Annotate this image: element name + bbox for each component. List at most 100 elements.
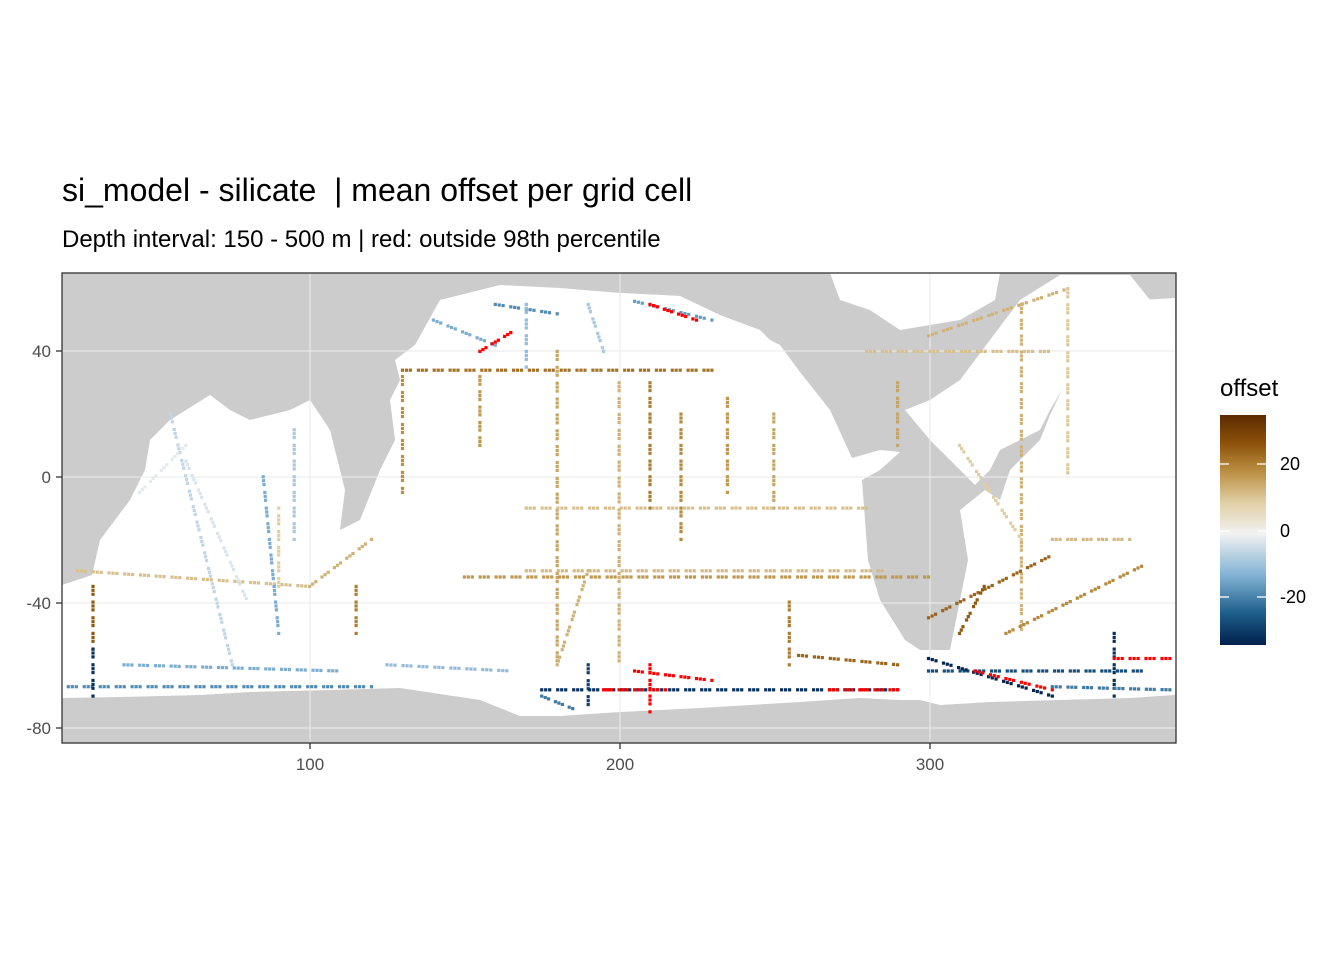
offset-cell [991, 349, 995, 353]
offset-cell [980, 588, 985, 592]
offset-cell [86, 685, 90, 689]
offset-cell [202, 685, 206, 689]
offset-cell [1101, 686, 1105, 690]
offset-cell [150, 685, 154, 689]
offset-cell [159, 468, 163, 472]
offset-cell [780, 569, 784, 573]
offset-cell [548, 688, 552, 692]
offset-cell [756, 569, 760, 573]
offset-cell [95, 570, 99, 574]
offset-cell [91, 651, 95, 655]
offset-cell [1082, 592, 1087, 597]
offset-cell [746, 506, 750, 510]
offset-cell [170, 420, 174, 424]
offset-cell [290, 685, 294, 689]
offset-cell [187, 466, 191, 470]
offset-cell [1019, 449, 1023, 453]
offset-cell [627, 506, 631, 510]
offset-cell [417, 664, 421, 668]
offset-cell [710, 368, 714, 372]
offset-cell [1066, 431, 1070, 435]
offset-cell [400, 438, 405, 443]
offset-cell [205, 665, 209, 669]
offset-cell [91, 663, 95, 667]
offset-cell [926, 656, 931, 661]
offset-cell [264, 498, 268, 502]
offset-cell [1011, 573, 1015, 577]
offset-cell [555, 619, 559, 623]
offset-cell [555, 528, 559, 532]
offset-cell [740, 575, 744, 579]
offset-cell [209, 665, 213, 669]
outlier-cell [835, 688, 839, 692]
offset-cell [899, 575, 903, 579]
offset-cell [292, 498, 296, 502]
offset-cell [201, 577, 205, 581]
offset-cell [226, 647, 231, 651]
offset-cell [645, 575, 649, 579]
offset-cell [692, 569, 696, 573]
offset-cell [1112, 651, 1116, 655]
offset-cell [277, 530, 281, 534]
offset-cell [193, 481, 197, 485]
offset-cell [725, 467, 729, 471]
offset-cell [617, 436, 621, 440]
offset-cell [928, 349, 932, 353]
offset-cell [772, 688, 776, 692]
offset-cell [972, 318, 976, 323]
offset-cell [184, 474, 188, 478]
offset-cell [215, 601, 219, 605]
offset-cell [449, 666, 453, 670]
offset-cell [1019, 497, 1023, 501]
offset-cell [335, 563, 340, 567]
offset-cell [1019, 390, 1023, 394]
offset-cell [369, 685, 374, 689]
offset-cell [768, 569, 772, 573]
offset-cell [1019, 413, 1023, 417]
offset-cell [617, 500, 621, 504]
offset-cell [617, 389, 621, 393]
offset-cell [524, 342, 528, 346]
offset-cell [1035, 689, 1039, 694]
offset-cell [973, 601, 977, 605]
offset-cell [679, 451, 683, 455]
offset-cell [884, 349, 888, 353]
offset-cell [1112, 647, 1116, 651]
offset-cell [1054, 685, 1058, 689]
offset-cell [679, 467, 683, 471]
offset-cell [225, 579, 229, 583]
offset-cell [961, 625, 965, 629]
offset-cell [772, 436, 776, 440]
offset-cell [212, 589, 216, 594]
offset-cell [91, 620, 95, 624]
offset-cell [648, 420, 652, 424]
offset-cell [778, 506, 782, 510]
offset-cell [204, 555, 208, 559]
offset-cell [732, 569, 736, 573]
offset-cell [224, 636, 228, 640]
offset-cell [555, 579, 559, 584]
offset-cell [825, 506, 829, 510]
offset-cell [268, 582, 272, 586]
offset-cell [617, 587, 621, 591]
offset-cell [278, 685, 282, 689]
offset-cell [895, 575, 899, 579]
offset-cell [672, 569, 676, 573]
offset-cell [843, 575, 847, 579]
offset-cell [716, 688, 720, 692]
offset-cell [836, 569, 840, 573]
offset-cell [292, 475, 296, 479]
offset-cell [295, 668, 299, 672]
offset-cell [354, 592, 358, 596]
offset-cell [586, 302, 590, 306]
offset-cell [292, 530, 296, 534]
offset-cell [106, 685, 110, 689]
offset-cell [725, 479, 729, 483]
offset-cell [692, 688, 696, 692]
offset-cell [848, 569, 852, 573]
offset-cell [617, 559, 621, 564]
offset-cell [686, 368, 690, 372]
offset-cell [1066, 451, 1070, 455]
offset-cell [1004, 576, 1008, 580]
offset-cell [617, 579, 621, 583]
